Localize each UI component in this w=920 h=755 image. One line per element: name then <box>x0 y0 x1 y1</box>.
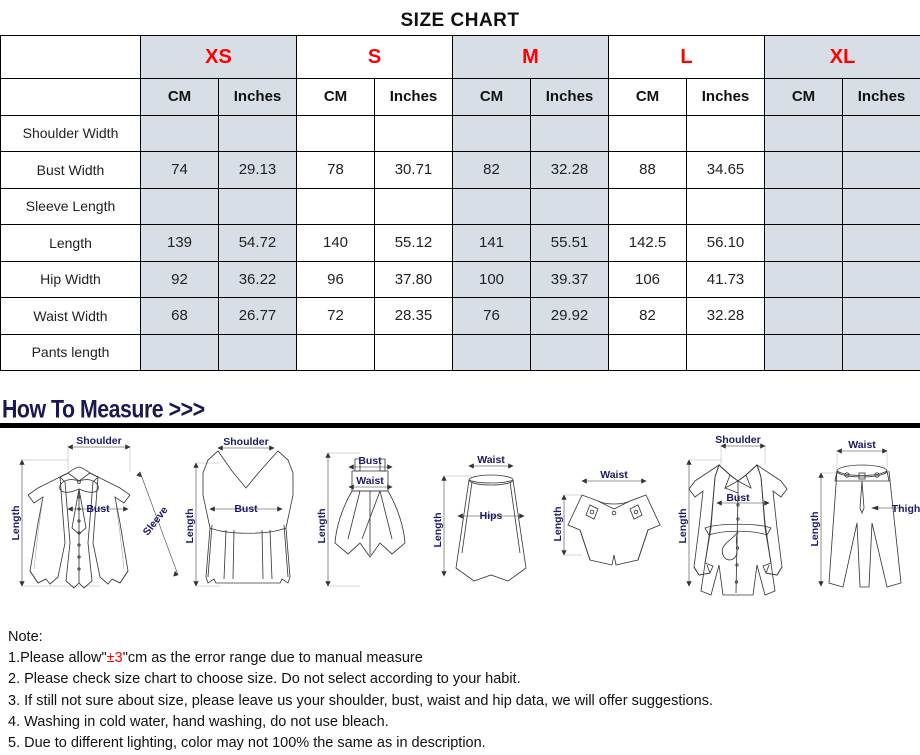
svg-text:Waist: Waist <box>356 475 384 487</box>
svg-text:Length: Length <box>184 509 196 544</box>
svg-text:Thigh: Thigh <box>892 503 920 515</box>
svg-text:Waist: Waist <box>848 439 876 451</box>
svg-text:Waist: Waist <box>477 454 505 466</box>
svg-text:Bust: Bust <box>234 503 258 515</box>
svg-text:Bust: Bust <box>358 455 382 467</box>
svg-text:Sleeve: Sleeve <box>141 504 171 538</box>
svg-text:Length: Length <box>552 507 564 542</box>
svg-text:Bust: Bust <box>86 503 110 515</box>
svg-text:Length: Length <box>432 513 444 548</box>
svg-text:Length: Length <box>10 506 22 541</box>
svg-text:Length: Length <box>809 512 821 547</box>
svg-text:Length: Length <box>316 509 328 544</box>
svg-text:Bust: Bust <box>726 492 750 504</box>
svg-text:Shoulder: Shoulder <box>223 436 269 448</box>
svg-text:Waist: Waist <box>600 469 628 481</box>
svg-text:Length: Length <box>677 509 689 544</box>
svg-text:Shoulder: Shoulder <box>76 435 122 447</box>
svg-text:Hips: Hips <box>480 510 503 522</box>
svg-text:Shoulder: Shoulder <box>715 434 761 446</box>
